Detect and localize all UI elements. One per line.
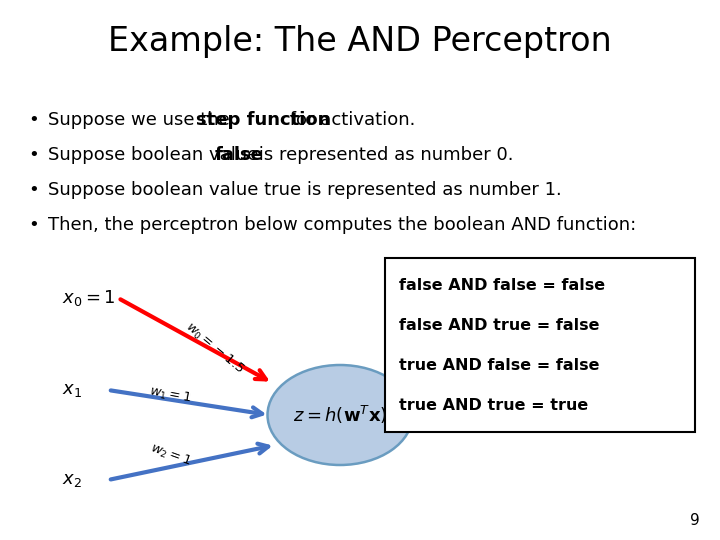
Text: Suppose boolean value: Suppose boolean value: [48, 146, 264, 164]
Text: •: •: [28, 146, 39, 164]
Text: true AND true = true: true AND true = true: [399, 399, 588, 414]
Text: Suppose we use the: Suppose we use the: [48, 111, 235, 129]
Text: Then, the perceptron below computes the boolean AND function:: Then, the perceptron below computes the …: [48, 216, 636, 234]
Text: for activation.: for activation.: [284, 111, 415, 129]
Text: $x_0 = 1$: $x_0 = 1$: [62, 288, 115, 308]
Text: false: false: [215, 146, 264, 164]
Text: 9: 9: [690, 513, 700, 528]
Text: false AND true = false: false AND true = false: [399, 319, 600, 334]
Text: $x_2$: $x_2$: [62, 471, 82, 489]
Text: $x_1$: $x_1$: [62, 381, 82, 399]
Text: $w_2 = 1$: $w_2 = 1$: [148, 441, 193, 469]
Text: $w_1 = 1$: $w_1 = 1$: [148, 384, 192, 406]
Text: false AND false = false: false AND false = false: [399, 279, 605, 294]
Text: $w_0 = -1.5$: $w_0 = -1.5$: [182, 319, 246, 377]
Text: step function: step function: [196, 111, 330, 129]
Text: •: •: [28, 181, 39, 199]
Text: true AND false = false: true AND false = false: [399, 359, 600, 374]
Ellipse shape: [268, 365, 413, 465]
Text: $z = h(\mathbf{w}^T\mathbf{x})$: $z = h(\mathbf{w}^T\mathbf{x})$: [293, 404, 387, 426]
Text: Suppose boolean value true is represented as number 1.: Suppose boolean value true is represente…: [48, 181, 562, 199]
Text: Output: $z$: Output: $z$: [510, 400, 590, 421]
Text: •: •: [28, 111, 39, 129]
Bar: [385, 258, 695, 432]
Text: Example: The AND Perceptron: Example: The AND Perceptron: [108, 25, 612, 58]
Text: is represented as number 0.: is represented as number 0.: [253, 146, 513, 164]
Text: •: •: [28, 216, 39, 234]
